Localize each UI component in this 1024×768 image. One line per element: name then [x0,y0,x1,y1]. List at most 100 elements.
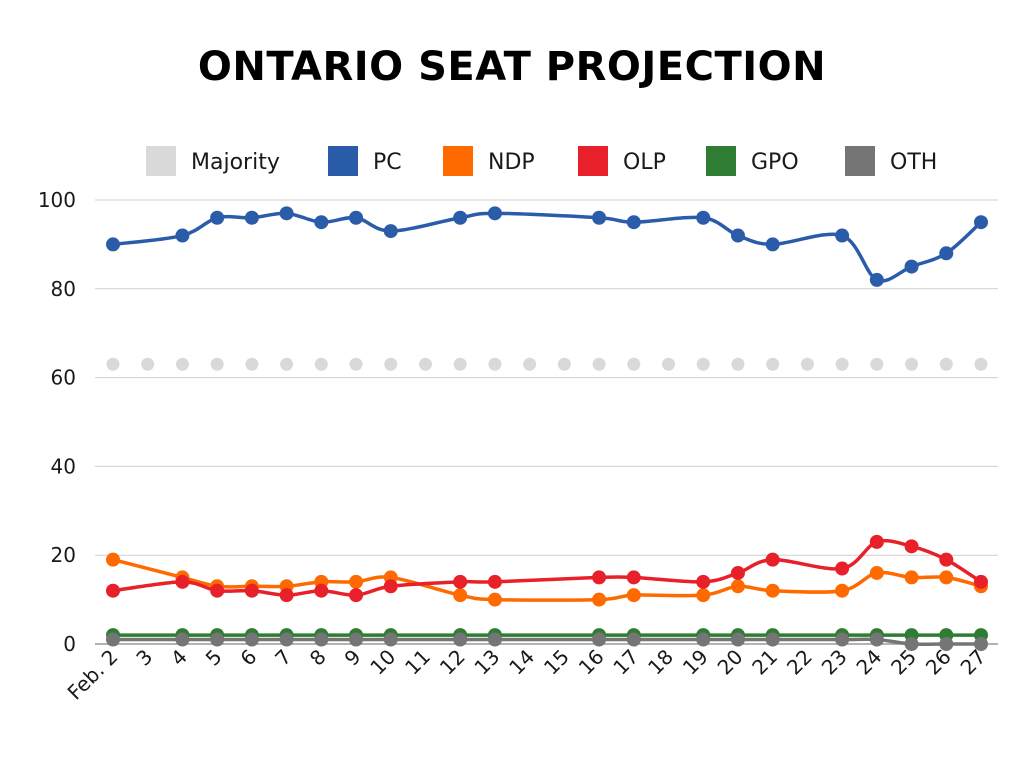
legend-label-gpo: GPO [751,150,799,175]
x-tick-label: 12 [435,645,470,680]
legend-swatch-ndp [443,146,473,176]
data-point-majority [662,357,676,371]
data-point-pc [835,228,850,243]
data-point-oth [349,632,364,647]
data-point-majority [766,357,780,371]
data-point-ndp [349,574,364,589]
data-point-majority [349,357,363,371]
y-tick-label: 80 [51,277,76,301]
data-point-majority [106,357,120,371]
x-tick-label: 4 [166,645,192,671]
data-point-ndp [487,592,502,607]
data-point-oth [175,632,190,647]
x-tick-label: 9 [340,645,366,671]
data-point-olp [244,583,259,598]
data-point-olp [730,565,745,580]
data-point-pc [383,224,398,239]
data-point-ndp [730,579,745,594]
data-point-ndp [835,583,850,598]
data-point-pc [487,206,502,221]
data-point-pc [765,237,780,252]
data-point-olp [939,552,954,567]
data-point-pc [939,246,954,261]
x-tick-label: 11 [400,645,435,680]
data-point-olp [592,570,607,585]
data-point-olp [349,588,364,603]
data-point-majority [384,357,398,371]
data-point-oth [279,632,294,647]
data-point-oth [904,637,919,651]
data-point-ndp [626,588,641,603]
x-tick-label: 17 [608,645,643,680]
data-point-ndp [765,583,780,598]
data-point-pc [453,210,468,225]
y-tick-label: 60 [51,366,76,390]
x-tick-label: 24 [851,645,886,680]
data-point-majority [905,357,919,371]
data-point-olp [626,570,641,585]
data-point-pc [210,210,225,225]
data-point-oth [314,632,329,647]
data-point-olp [453,574,468,589]
legend-label-ndp: NDP [488,150,535,175]
data-point-oth [106,632,120,647]
x-tick-label: 13 [469,645,504,680]
data-point-majority [523,357,537,371]
x-tick-label: 20 [713,645,748,680]
data-point-majority [696,357,710,371]
data-point-oth [592,632,607,647]
data-point-majority [835,357,849,371]
x-tick-label: 7 [270,645,296,671]
data-point-oth [730,632,745,647]
x-tick-label: 18 [643,645,678,680]
data-point-olp [869,534,884,549]
legend-swatch-majority [146,146,176,176]
data-point-oth [939,637,954,651]
data-point-majority [245,357,259,371]
data-point-olp [487,574,502,589]
data-point-oth [765,632,780,647]
data-point-majority [175,357,189,371]
data-point-majority [314,357,328,371]
data-point-pc [626,215,641,230]
data-point-ndp [106,552,120,567]
data-point-majority [627,357,641,371]
data-point-pc [869,272,884,287]
legend-label-olp: OLP [623,150,666,175]
data-point-majority [870,357,884,371]
y-tick-label: 20 [51,543,76,567]
data-point-ndp [904,570,919,585]
data-point-majority [453,357,467,371]
legend-swatch-olp [578,146,608,176]
data-point-olp [383,579,398,594]
series-group [106,206,988,651]
data-point-olp [904,539,919,554]
x-tick-label: 3 [131,645,157,671]
data-point-majority [592,357,606,371]
x-tick-label: 14 [504,645,539,680]
y-tick-label: 0 [63,632,76,656]
data-point-olp [175,574,190,589]
data-point-oth [210,632,225,647]
data-point-majority [939,357,953,371]
x-tick-label: 5 [201,645,227,671]
x-tick-label: 26 [921,645,956,680]
data-point-oth [974,637,988,651]
data-point-pc [696,210,711,225]
data-point-olp [314,583,329,598]
x-tick-label: 21 [747,645,782,680]
series-line-pc [111,211,983,283]
data-point-oth [453,632,468,647]
data-point-majority [557,357,571,371]
data-point-oth [487,632,502,647]
data-point-majority [418,357,432,371]
x-tick-label: 8 [305,645,331,671]
data-point-majority [210,357,224,371]
x-tick-label: 6 [235,645,261,671]
data-point-pc [974,215,988,230]
data-point-pc [730,228,745,243]
data-point-pc [904,259,919,274]
data-point-pc [349,210,364,225]
